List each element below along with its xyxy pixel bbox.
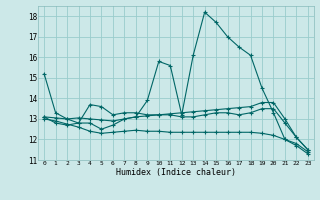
X-axis label: Humidex (Indice chaleur): Humidex (Indice chaleur): [116, 168, 236, 177]
